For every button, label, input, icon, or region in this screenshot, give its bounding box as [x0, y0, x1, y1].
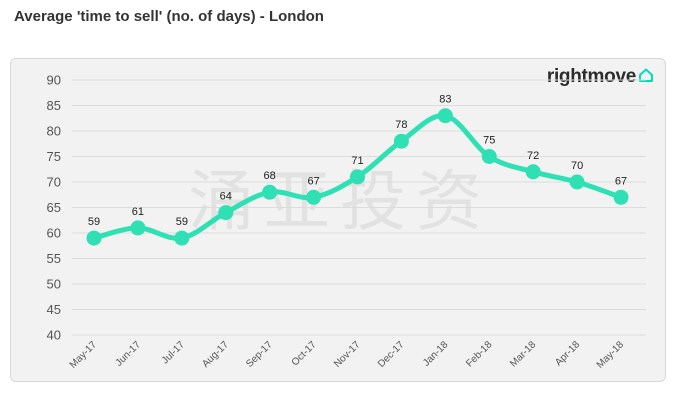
y-tick-label: 70: [47, 175, 61, 190]
y-tick-label: 65: [47, 200, 61, 215]
y-tick-label: 90: [47, 73, 61, 88]
y-tick-label: 60: [47, 226, 61, 241]
data-point: [130, 220, 146, 236]
x-tick-label: Mar-18: [508, 339, 538, 369]
data-label: 78: [395, 119, 407, 131]
data-point: [437, 108, 453, 124]
x-tick-label: Jan-18: [421, 339, 451, 369]
data-point: [262, 184, 278, 200]
x-tick-label: Oct-17: [290, 339, 319, 368]
data-label: 75: [483, 135, 495, 147]
data-label: 59: [176, 216, 188, 228]
data-point: [481, 149, 497, 164]
x-tick-label: May-17: [68, 339, 100, 371]
x-tick-label: Apr-18: [553, 339, 582, 368]
y-tick-label: 75: [47, 149, 61, 164]
data-point: [174, 230, 190, 246]
data-point: [569, 174, 585, 190]
y-tick-label: 40: [47, 328, 61, 343]
x-tick-label: Nov-17: [332, 339, 363, 370]
data-label: 72: [527, 150, 539, 162]
page-title: Average 'time to sell' (no. of days) - L…: [14, 8, 324, 25]
x-tick-label: May-18: [595, 339, 627, 371]
data-point: [218, 205, 234, 221]
data-label: 70: [571, 160, 583, 172]
data-point: [613, 189, 629, 205]
chart-panel: [10, 58, 666, 382]
brand-name: rightmove: [546, 66, 636, 87]
data-label: 83: [439, 94, 451, 106]
data-label: 67: [307, 175, 319, 187]
x-tick-label: Aug-17: [200, 339, 231, 370]
x-tick-label: Feb-18: [464, 339, 494, 369]
data-point: [86, 230, 102, 246]
y-tick-label: 50: [47, 277, 61, 292]
data-label: 67: [615, 175, 627, 187]
y-tick-label: 45: [47, 302, 61, 317]
x-tick-label: Jun-17: [114, 339, 144, 369]
data-label: 68: [264, 170, 276, 182]
data-label: 61: [132, 206, 144, 218]
data-label: 64: [220, 191, 232, 203]
data-point: [350, 169, 365, 185]
data-label: 71: [351, 155, 363, 167]
x-tick-label: Dec-17: [376, 339, 407, 370]
data-point: [306, 189, 322, 205]
y-tick-label: 85: [47, 98, 61, 113]
data-point: [525, 164, 541, 180]
y-tick-label: 55: [47, 251, 61, 266]
x-tick-label: Jul-17: [160, 339, 187, 366]
x-tick-label: Sep-17: [244, 339, 275, 370]
data-label: 59: [88, 216, 100, 228]
data-point: [393, 133, 409, 149]
y-tick-label: 80: [47, 124, 61, 139]
